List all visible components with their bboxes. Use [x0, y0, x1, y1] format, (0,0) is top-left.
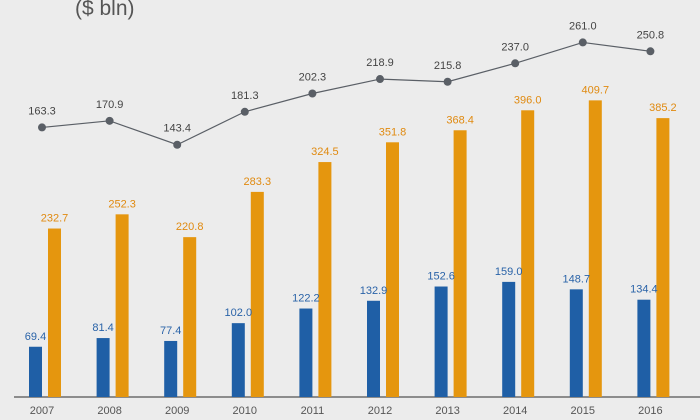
data-label-series-1-2011: 122.2 — [292, 293, 320, 305]
data-label-series-2-2015: 409.7 — [582, 84, 610, 96]
data-label-series-1-2010: 102.0 — [225, 307, 253, 319]
data-label-series-2-2009: 220.8 — [176, 221, 204, 233]
bar-series-2-2011 — [318, 162, 332, 397]
data-label-series-3-2012: 218.9 — [366, 57, 394, 69]
x-tick-label-2015: 2015 — [571, 405, 595, 417]
bar-series-2-2012 — [386, 142, 399, 397]
x-tick-label-2010: 2010 — [233, 405, 257, 417]
data-label-series-2-2013: 368.4 — [446, 114, 474, 126]
point-series-3-2011 — [308, 89, 317, 98]
data-label-series-1-2008: 81.4 — [92, 322, 113, 334]
point-series-3-2007 — [38, 123, 46, 132]
bar-series-1-2013 — [434, 286, 448, 397]
bar-series-1-2011 — [299, 308, 313, 397]
x-tick-label-2007: 2007 — [30, 405, 54, 417]
point-series-3-2013 — [443, 77, 452, 86]
data-label-series-2-2011: 324.5 — [311, 146, 339, 158]
bar-series-1-2007 — [29, 346, 42, 397]
data-label-series-2-2010: 283.3 — [244, 176, 272, 188]
data-label-series-3-2010: 181.3 — [231, 90, 259, 102]
chart-title: ($ bln) — [75, 0, 135, 20]
bar-series-2-2008 — [115, 214, 129, 397]
data-label-series-3-2007: 163.3 — [28, 105, 56, 117]
bar-series-2-2013 — [453, 130, 467, 398]
x-tick-label-2012: 2012 — [368, 405, 392, 417]
point-series-3-2012 — [376, 75, 384, 84]
bar-series-1-2012 — [367, 300, 380, 397]
bar-series-2-2014 — [521, 110, 535, 398]
bar-series-2-2015 — [588, 100, 602, 397]
bar-series-2-2016 — [656, 118, 670, 397]
data-label-series-1-2007: 69.4 — [25, 331, 46, 343]
data-label-series-3-2015: 261.0 — [569, 20, 597, 32]
data-label-series-3-2008: 170.9 — [96, 99, 124, 111]
data-label-series-1-2012: 132.9 — [360, 285, 388, 297]
line-series-3 — [41, 41, 651, 146]
bar-series-2-2010 — [250, 191, 264, 397]
x-tick-label-2008: 2008 — [97, 405, 121, 417]
data-label-series-3-2011: 202.3 — [299, 71, 327, 83]
data-label-series-3-2016: 250.8 — [637, 29, 665, 41]
point-series-3-2008 — [105, 116, 114, 125]
data-label-series-1-2013: 152.6 — [427, 271, 455, 283]
bar-series-2-2007 — [48, 228, 61, 397]
x-tick-label-2009: 2009 — [165, 405, 189, 417]
bar-series-1-2015 — [569, 289, 583, 397]
data-label-series-2-2016: 385.2 — [649, 102, 677, 114]
point-series-3-2010 — [240, 107, 249, 116]
data-label-series-2-2008: 252.3 — [108, 198, 136, 210]
x-tick-label-2016: 2016 — [638, 405, 662, 417]
bar-series-1-2016 — [637, 299, 651, 397]
data-label-series-2-2012: 351.8 — [379, 126, 407, 138]
data-label-series-3-2009: 143.4 — [163, 123, 191, 135]
point-series-3-2009 — [173, 140, 182, 149]
bar-series-1-2014 — [502, 281, 516, 397]
data-label-series-1-2015: 148.7 — [563, 273, 591, 285]
bar-series-2-2009 — [183, 237, 197, 397]
data-label-series-1-2009: 77.4 — [160, 325, 181, 337]
x-tick-label-2014: 2014 — [503, 405, 527, 417]
bar-series-1-2010 — [231, 323, 245, 397]
data-label-series-1-2016: 134.4 — [630, 284, 658, 296]
data-label-series-3-2014: 237.0 — [501, 41, 529, 53]
bar-series-1-2008 — [96, 338, 110, 397]
data-label-series-3-2013: 215.8 — [434, 60, 462, 72]
x-tick-label-2013: 2013 — [435, 405, 459, 417]
data-label-series-2-2014: 396.0 — [514, 94, 542, 106]
data-label-series-2-2007: 232.7 — [41, 213, 69, 225]
x-tick-label-2011: 2011 — [301, 405, 325, 417]
bar-series-1-2009 — [164, 340, 178, 397]
point-series-3-2014 — [511, 59, 520, 68]
point-series-3-2015 — [578, 38, 587, 47]
data-label-series-1-2014: 159.0 — [495, 266, 523, 278]
point-series-3-2016 — [646, 47, 655, 56]
